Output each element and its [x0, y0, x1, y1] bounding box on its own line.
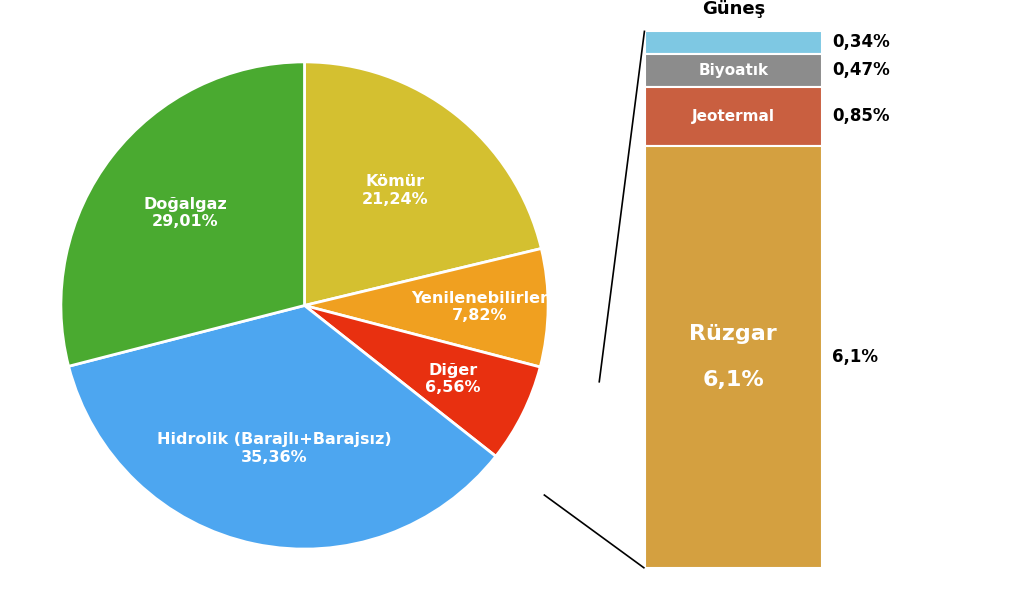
Wedge shape: [61, 62, 304, 366]
Text: Yenilenebilirler
7,82%: Yenilenebilirler 7,82%: [411, 291, 548, 323]
Wedge shape: [304, 62, 541, 306]
Bar: [645, 31, 822, 54]
Wedge shape: [304, 249, 548, 367]
Bar: [645, 145, 822, 568]
Text: Hidrolik (Barajlı+Barajsız)
35,36%: Hidrolik (Barajlı+Barajsız) 35,36%: [157, 433, 392, 465]
Text: 0,85%: 0,85%: [832, 107, 890, 125]
Text: 0,34%: 0,34%: [832, 34, 890, 51]
Wedge shape: [69, 306, 495, 549]
Bar: [645, 54, 822, 87]
Text: Diğer
6,56%: Diğer 6,56%: [425, 363, 480, 395]
Text: Doğalgaz
29,01%: Doğalgaz 29,01%: [143, 197, 227, 229]
Text: Jeotermal: Jeotermal: [692, 109, 774, 123]
Bar: [645, 87, 822, 145]
Text: Rüzgar

6,1%: Rüzgar 6,1%: [689, 324, 777, 390]
Text: Biyoatık: Biyoatık: [698, 63, 768, 78]
Text: 0,47%: 0,47%: [832, 61, 890, 79]
Wedge shape: [304, 306, 540, 456]
Text: 6,1%: 6,1%: [832, 348, 878, 366]
Text: Kömür
21,24%: Kömür 21,24%: [361, 175, 428, 207]
Text: Güneş: Güneş: [701, 0, 765, 18]
